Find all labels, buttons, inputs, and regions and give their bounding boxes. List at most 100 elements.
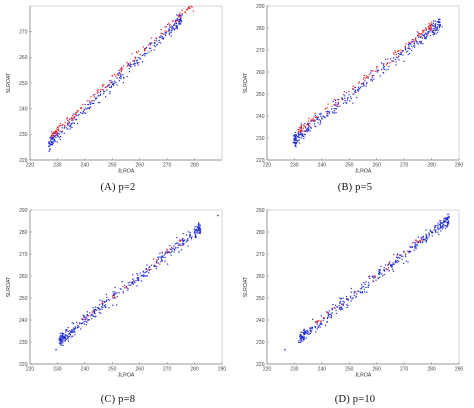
x-tick-label: 280 xyxy=(427,163,436,169)
blue-point xyxy=(311,331,312,332)
blue-point xyxy=(432,31,433,32)
blue-point xyxy=(320,116,321,117)
blue-point xyxy=(102,304,103,305)
blue-point xyxy=(50,141,51,142)
blue-point xyxy=(159,42,160,43)
blue-point xyxy=(166,26,167,27)
blue-point xyxy=(80,328,81,329)
red-point xyxy=(102,301,103,302)
blue-point xyxy=(72,336,73,337)
blue-point xyxy=(127,290,128,291)
blue-point xyxy=(428,31,429,32)
blue-point xyxy=(120,75,121,76)
red-point xyxy=(334,99,335,100)
blue-point xyxy=(195,235,196,236)
red-point xyxy=(372,75,373,76)
red-point xyxy=(389,62,390,63)
blue-point xyxy=(350,297,351,298)
blue-point xyxy=(138,62,139,63)
blue-point xyxy=(87,104,88,105)
blue-point xyxy=(436,28,437,29)
red-point xyxy=(398,56,399,57)
blue-point xyxy=(123,82,124,83)
blue-point xyxy=(308,331,309,332)
blue-point xyxy=(398,261,399,262)
blue-point xyxy=(300,338,301,339)
blue-point xyxy=(430,230,431,231)
blue-point xyxy=(138,65,139,66)
blue-point xyxy=(106,301,107,302)
red-point xyxy=(299,127,300,128)
blue-point xyxy=(440,224,441,225)
y-tick-label: 240 xyxy=(19,106,28,112)
red-point xyxy=(182,10,183,11)
y-tick-label: 240 xyxy=(256,318,265,324)
red-point xyxy=(56,134,57,135)
blue-point xyxy=(71,329,72,330)
blue-point xyxy=(302,134,303,135)
blue-point xyxy=(340,301,341,302)
outlier-point xyxy=(284,349,285,350)
blue-point xyxy=(433,20,434,21)
red-point xyxy=(94,94,95,95)
blue-point xyxy=(435,232,436,233)
red-point xyxy=(52,135,53,136)
blue-point xyxy=(399,257,400,258)
blue-point xyxy=(174,29,175,30)
red-point xyxy=(355,92,356,93)
blue-point xyxy=(86,317,87,318)
red-point xyxy=(59,125,60,126)
blue-point xyxy=(343,305,344,306)
red-point xyxy=(115,76,116,77)
red-point xyxy=(71,117,72,118)
blue-point xyxy=(84,321,85,322)
blue-point xyxy=(344,98,345,99)
blue-point xyxy=(183,244,184,245)
blue-point xyxy=(319,124,320,125)
blue-point xyxy=(165,32,166,33)
red-point xyxy=(398,50,399,51)
x-tick-label: 240 xyxy=(318,367,327,373)
blue-point xyxy=(380,75,381,76)
blue-point xyxy=(121,76,122,77)
blue-point xyxy=(439,27,440,28)
blue-point xyxy=(55,135,56,136)
x-tick-label: 230 xyxy=(53,367,62,373)
red-point xyxy=(393,54,394,55)
blue-point xyxy=(129,281,130,282)
blue-point xyxy=(301,337,302,338)
x-axis-label: JLROA xyxy=(118,169,135,175)
blue-point xyxy=(175,243,176,244)
blue-point xyxy=(143,274,144,275)
scatter-points xyxy=(284,214,450,351)
blue-point xyxy=(180,20,181,21)
y-tick-label: 260 xyxy=(256,70,265,76)
red-point xyxy=(56,128,57,129)
blue-point xyxy=(133,283,134,284)
blue-point xyxy=(336,310,337,311)
red-point xyxy=(428,29,429,30)
red-point xyxy=(368,276,369,277)
blue-point xyxy=(309,329,310,330)
blue-point xyxy=(447,222,448,223)
blue-point xyxy=(413,45,414,46)
blue-point xyxy=(159,40,160,41)
red-point xyxy=(395,52,396,53)
blue-point xyxy=(77,325,78,326)
blue-point xyxy=(150,48,151,49)
red-point xyxy=(299,129,300,130)
blue-point xyxy=(195,226,196,227)
red-point xyxy=(331,106,332,107)
blue-point xyxy=(329,317,330,318)
blue-point xyxy=(154,49,155,50)
blue-point xyxy=(320,113,321,114)
red-point xyxy=(302,130,303,131)
x-tick-label: 250 xyxy=(108,367,117,373)
red-point xyxy=(413,39,414,40)
blue-point xyxy=(440,226,441,227)
blue-point xyxy=(403,61,404,62)
blue-point xyxy=(172,27,173,28)
red-point xyxy=(51,131,52,132)
blue-point xyxy=(182,238,183,239)
blue-point xyxy=(161,257,162,258)
